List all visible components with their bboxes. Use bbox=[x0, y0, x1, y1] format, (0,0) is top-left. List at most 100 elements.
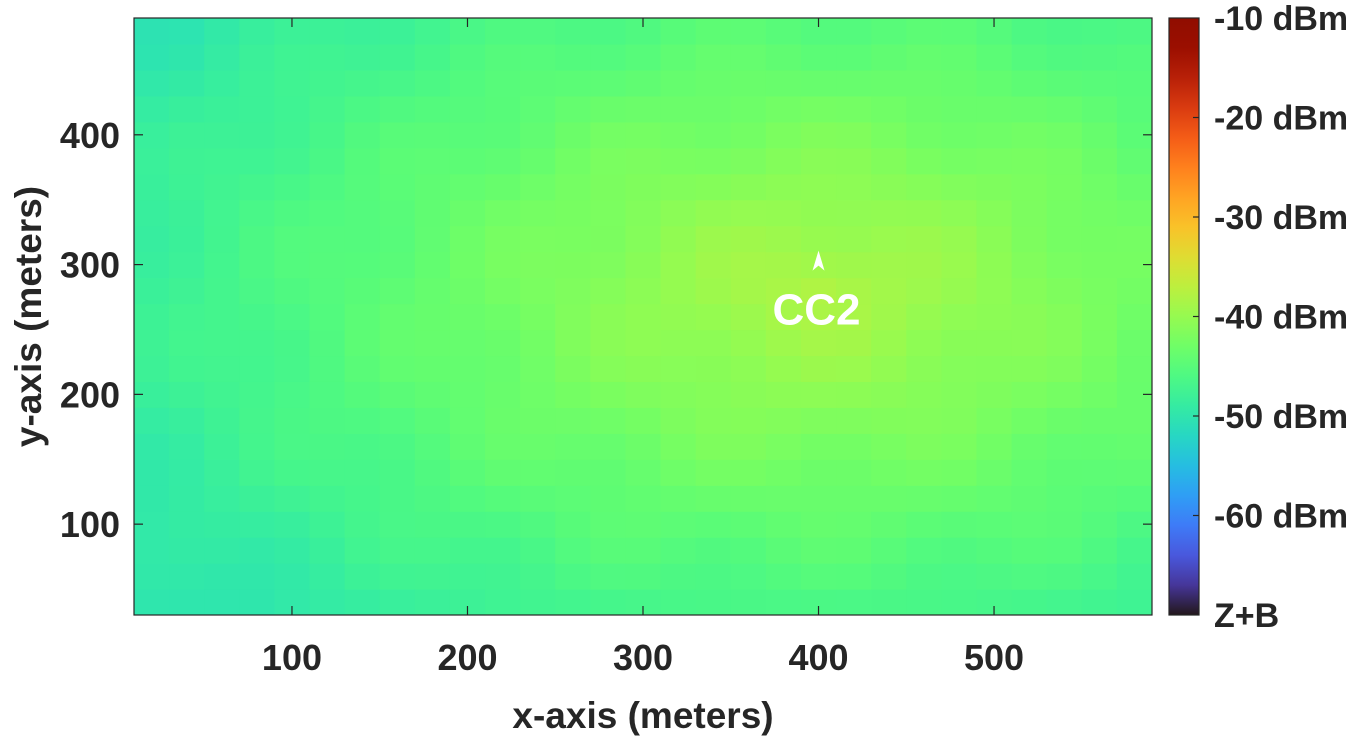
heatmap-cell bbox=[204, 277, 240, 305]
heatmap-cell bbox=[1081, 433, 1118, 460]
heatmap-cell bbox=[765, 69, 802, 97]
heatmap-cell bbox=[871, 251, 907, 279]
heatmap-cell bbox=[836, 407, 872, 434]
heatmap-cell bbox=[309, 225, 346, 253]
heatmap-cell bbox=[1011, 433, 1048, 460]
heatmap-cell bbox=[1011, 69, 1048, 97]
heatmap-cell bbox=[976, 563, 1013, 590]
heatmap-cell bbox=[976, 251, 1013, 279]
heatmap-cell bbox=[239, 459, 276, 486]
heatmap-cell bbox=[555, 69, 591, 97]
heatmap-cell bbox=[730, 407, 767, 434]
y-axis-label: y-axis (meters) bbox=[8, 186, 49, 447]
heatmap-cell bbox=[660, 381, 697, 408]
heatmap-cell bbox=[590, 277, 627, 305]
heatmap-cell bbox=[485, 329, 521, 357]
heatmap-cell bbox=[765, 563, 802, 590]
heatmap-cell bbox=[239, 485, 276, 512]
heatmap-cell bbox=[906, 563, 942, 590]
heatmap-cell bbox=[730, 251, 767, 279]
heatmap-cell bbox=[590, 589, 627, 615]
heatmap-cell bbox=[871, 147, 907, 175]
heatmap-cells bbox=[134, 18, 1152, 615]
heatmap-cell bbox=[414, 69, 451, 97]
heatmap-cell bbox=[695, 355, 732, 382]
heatmap-cell bbox=[204, 407, 240, 434]
colorbar-tick-label: -50 dBm bbox=[1214, 398, 1348, 436]
heatmap-cell bbox=[555, 121, 591, 149]
heatmap-cell bbox=[379, 43, 416, 71]
heatmap-cell bbox=[414, 355, 451, 382]
heatmap-cell bbox=[1116, 433, 1152, 460]
heatmap-cell bbox=[134, 147, 170, 175]
x-tick-label: 100 bbox=[262, 637, 322, 678]
heatmap-cell bbox=[1116, 173, 1152, 201]
heatmap-cell bbox=[379, 511, 416, 538]
heatmap-cell bbox=[800, 303, 837, 331]
heatmap-cell bbox=[871, 485, 907, 512]
heatmap-cell bbox=[730, 95, 767, 123]
heatmap-cell bbox=[1011, 251, 1048, 279]
heatmap-cell bbox=[520, 589, 556, 615]
heatmap-cell bbox=[485, 18, 521, 45]
heatmap-cell bbox=[379, 303, 416, 331]
heatmap-cell bbox=[520, 69, 556, 97]
heatmap-cell bbox=[1011, 355, 1048, 382]
heatmap-cell bbox=[274, 407, 311, 434]
heatmap-cell bbox=[976, 173, 1013, 201]
heatmap-cell bbox=[169, 459, 205, 486]
heatmap-cell bbox=[730, 199, 767, 227]
heatmap-cell bbox=[414, 18, 451, 45]
heatmap-cell bbox=[1081, 381, 1118, 408]
heatmap-cell bbox=[1046, 485, 1083, 512]
heatmap-cell bbox=[379, 433, 416, 460]
heatmap-cell bbox=[134, 43, 170, 71]
heatmap-cell bbox=[485, 355, 521, 382]
heatmap-cell bbox=[134, 95, 170, 123]
heatmap-cell bbox=[660, 69, 697, 97]
heatmap-cell bbox=[379, 18, 416, 45]
heatmap-cell bbox=[204, 459, 240, 486]
heatmap-cell bbox=[1081, 329, 1118, 357]
heatmap-cell bbox=[836, 537, 872, 564]
heatmap-cell bbox=[520, 277, 556, 305]
heatmap-cell bbox=[555, 303, 591, 331]
heatmap-cell bbox=[309, 329, 346, 357]
heatmap-cell bbox=[1046, 18, 1083, 45]
heatmap-cell bbox=[590, 485, 627, 512]
heatmap-cell bbox=[204, 381, 240, 408]
x-tick-label: 300 bbox=[613, 637, 673, 678]
heatmap-cell bbox=[590, 433, 627, 460]
heatmap-cell bbox=[555, 563, 591, 590]
heatmap-cell bbox=[941, 381, 978, 408]
heatmap-cell bbox=[379, 147, 416, 175]
heatmap-cell bbox=[134, 18, 170, 45]
heatmap-cell bbox=[344, 225, 381, 253]
heatmap-cell bbox=[485, 43, 521, 71]
heatmap-cell bbox=[906, 407, 942, 434]
heatmap-cell bbox=[976, 69, 1013, 97]
heatmap-cell bbox=[695, 303, 732, 331]
heatmap-cell bbox=[134, 355, 170, 382]
heatmap-cell bbox=[555, 459, 591, 486]
heatmap-cell bbox=[414, 95, 451, 123]
heatmap-cell bbox=[485, 121, 521, 149]
heatmap-cell bbox=[344, 18, 381, 45]
heatmap-cell bbox=[449, 355, 486, 382]
heatmap-cell bbox=[379, 381, 416, 408]
heatmap-cell bbox=[906, 537, 942, 564]
heatmap-cell bbox=[204, 511, 240, 538]
heatmap-cell bbox=[169, 43, 205, 71]
heatmap-cell bbox=[765, 18, 802, 45]
heatmap-cell bbox=[765, 95, 802, 123]
heatmap-cell bbox=[520, 381, 556, 408]
heatmap-cell bbox=[730, 43, 767, 71]
heatmap-cell bbox=[274, 459, 311, 486]
heatmap-cell bbox=[1116, 355, 1152, 382]
y-tick-label: 200 bbox=[60, 374, 120, 415]
heatmap-cell bbox=[309, 459, 346, 486]
heatmap-cell bbox=[169, 589, 205, 615]
heatmap-cell bbox=[309, 303, 346, 331]
heatmap-cell bbox=[1011, 563, 1048, 590]
heatmap-cell bbox=[344, 511, 381, 538]
